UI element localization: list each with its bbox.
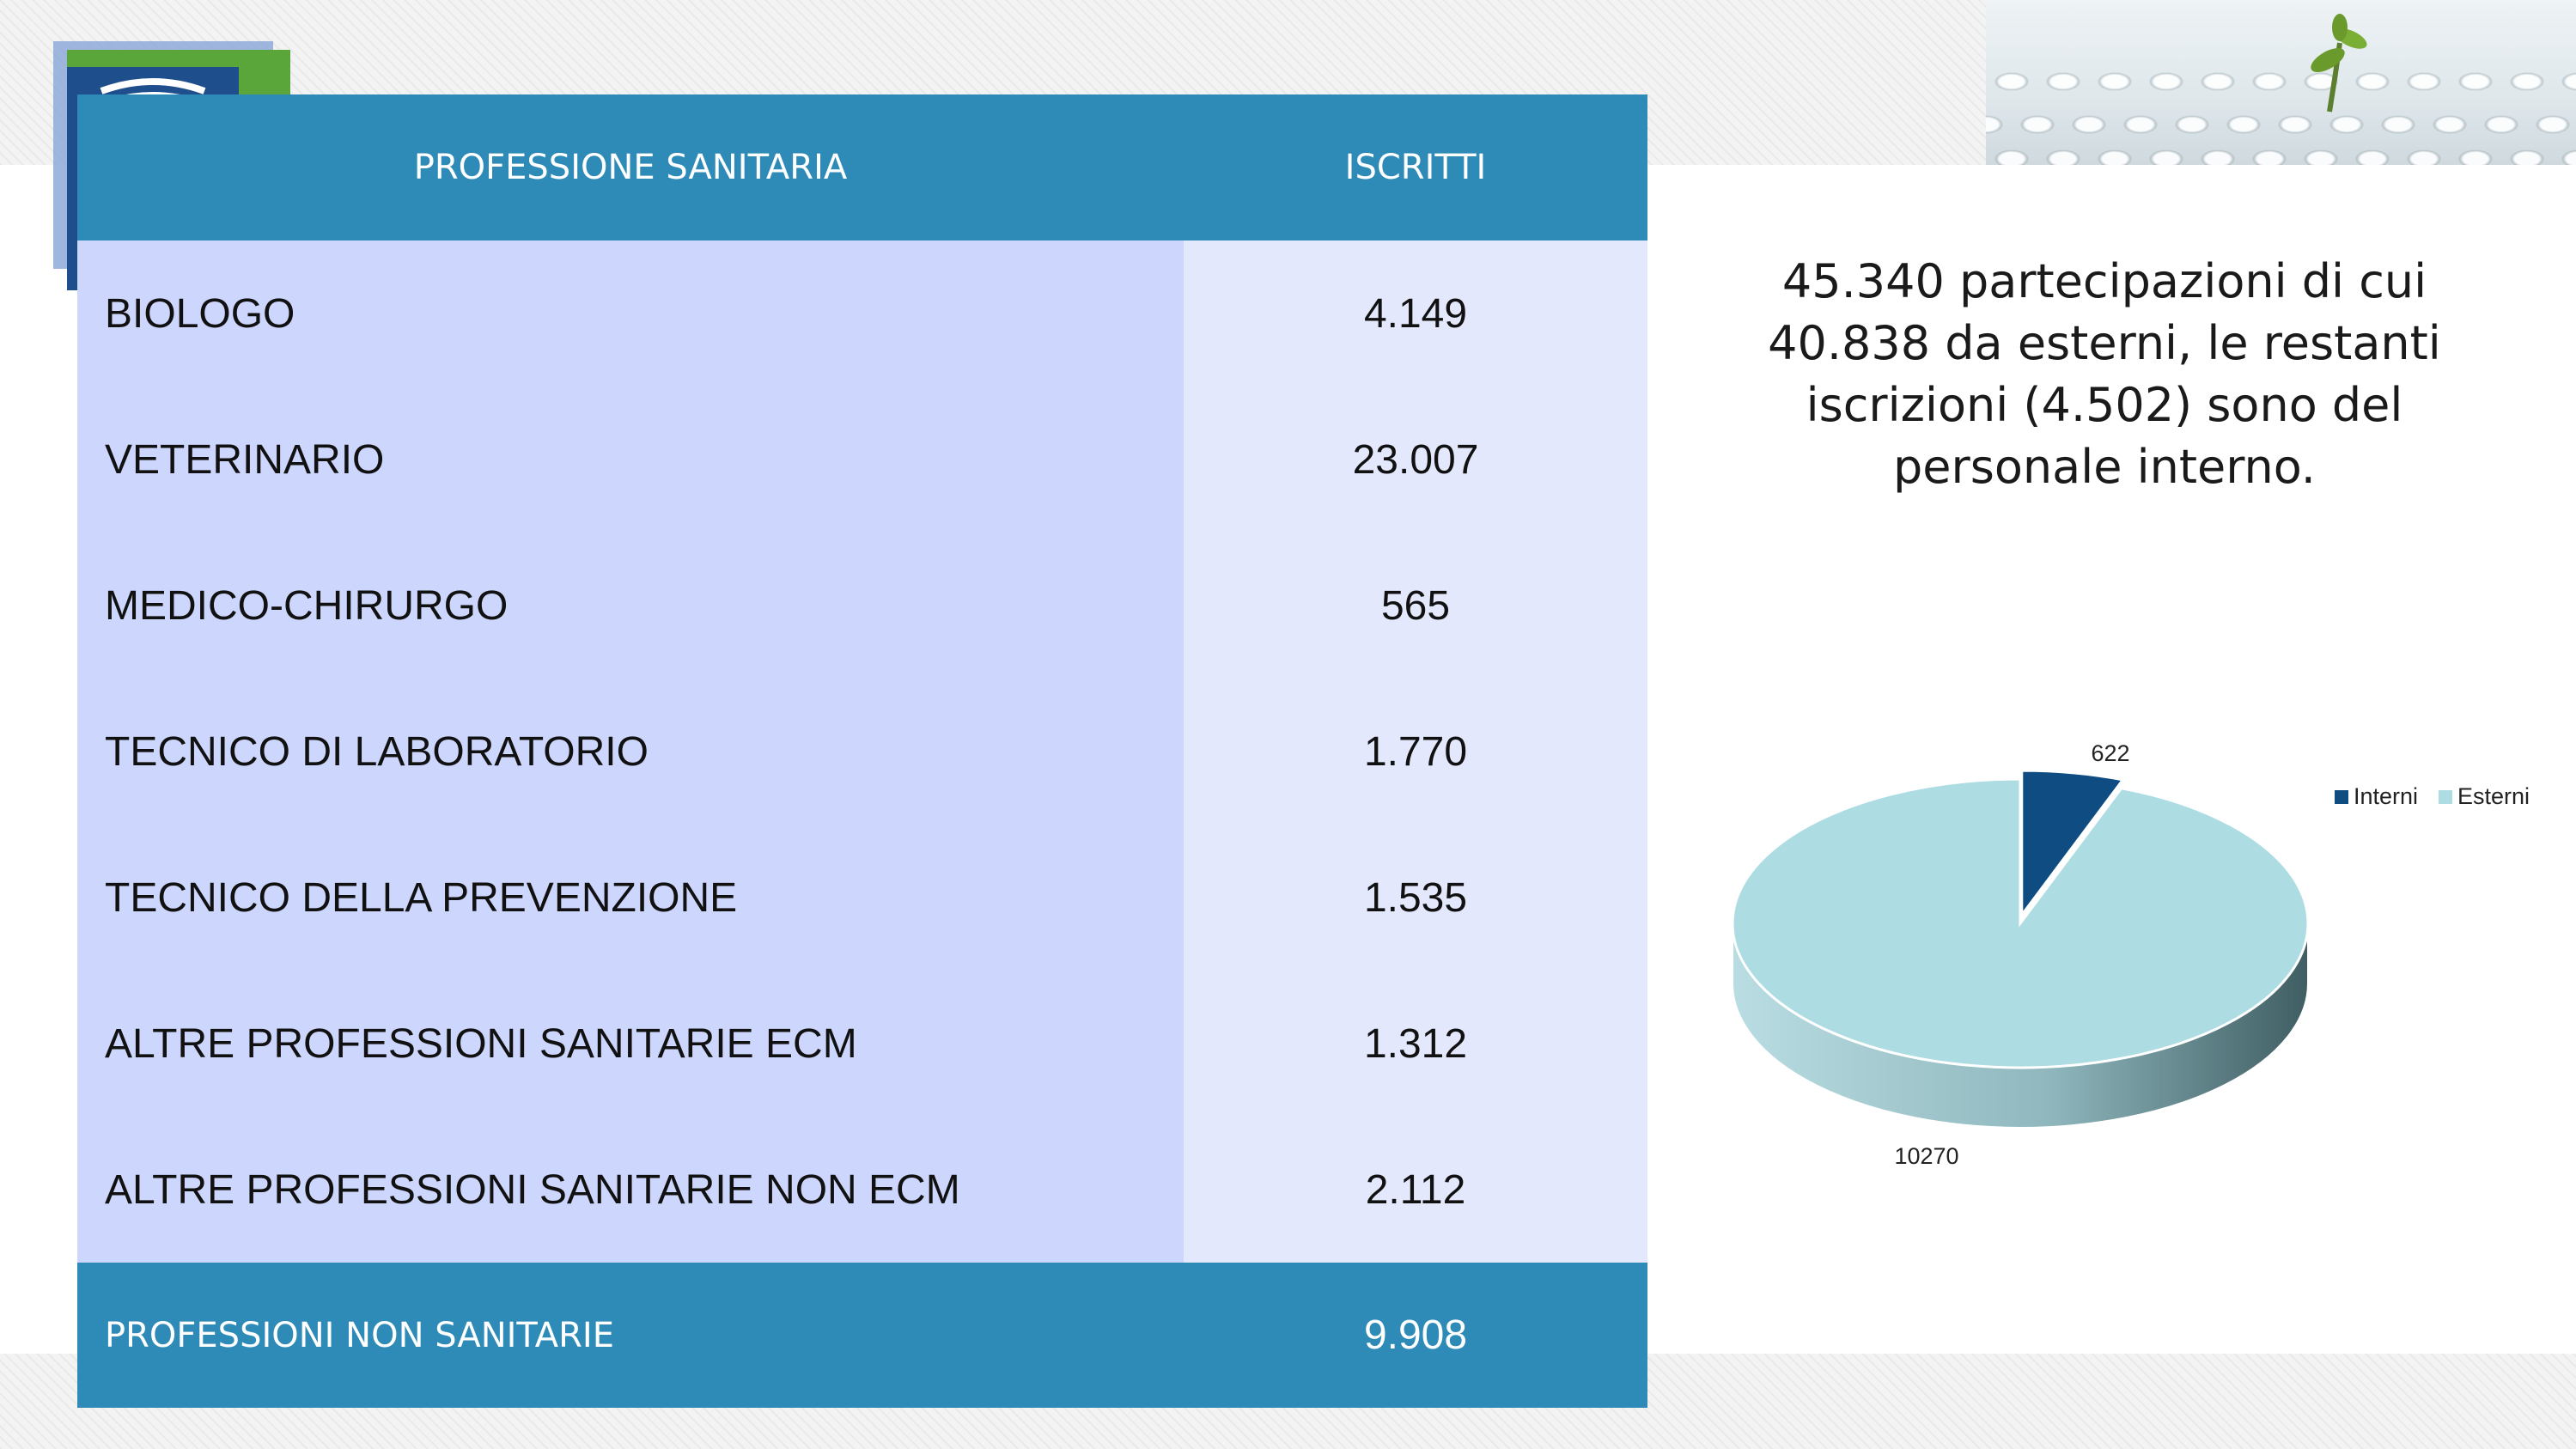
- legend-label-esterni: Esterni: [2457, 783, 2530, 809]
- table-row: BIOLOGO 4.149: [77, 240, 1647, 387]
- legend-label-interni: Interni: [2354, 783, 2418, 809]
- profession-cell: TECNICO DI LABORATORIO: [77, 679, 1184, 825]
- profession-cell: ALTRE PROFESSIONI SANITARIE NON ECM: [77, 1117, 1184, 1263]
- summary-line: 40.838 da esterni, le restanti: [1768, 316, 2441, 370]
- summary-line: personale interno.: [1893, 440, 2316, 494]
- enrolled-cell: 1.535: [1184, 825, 1647, 971]
- enrolled-cell: 1.770: [1184, 679, 1647, 825]
- legend-swatch-interni: [2335, 790, 2348, 804]
- table-header-row: PROFESSIONE SANITARIA ISCRITTI: [77, 94, 1647, 240]
- table-row: ALTRE PROFESSIONI SANITARIE NON ECM 2.11…: [77, 1117, 1647, 1263]
- legend-swatch-esterni: [2439, 790, 2452, 804]
- profession-cell: BIOLOGO: [77, 240, 1184, 387]
- profession-cell: ALTRE PROFESSIONI SANITARIE ECM: [77, 971, 1184, 1117]
- enrolled-column-header: ISCRITTI: [1184, 94, 1647, 240]
- pie-plot-area: [1731, 769, 2310, 1129]
- pie-slice-interni: [2020, 769, 2126, 919]
- summary-text: 45.340 partecipazioni di cui 40.838 da e…: [1726, 251, 2482, 498]
- header-photo: [1986, 0, 2576, 165]
- non-health-profession-cell: PROFESSIONI NON SANITARIE: [77, 1263, 1184, 1408]
- profession-cell: TECNICO DELLA PREVENZIONE: [77, 825, 1184, 971]
- professions-table: PROFESSIONE SANITARIA ISCRITTI BIOLOGO 4…: [77, 94, 1647, 1408]
- enrolled-cell: 23.007: [1184, 387, 1647, 533]
- summary-line: iscrizioni (4.502) sono del: [1806, 378, 2403, 432]
- enrolled-cell: 4.149: [1184, 240, 1647, 387]
- sprout-image: [2311, 14, 2367, 113]
- enrolled-cell: 565: [1184, 533, 1647, 679]
- profession-cell: MEDICO-CHIRURGO: [77, 533, 1184, 679]
- data-label-interni: 622: [2091, 740, 2129, 766]
- table-row: TECNICO DI LABORATORIO 1.770: [77, 679, 1647, 825]
- table-row: VETERINARIO 23.007: [77, 387, 1647, 533]
- table-row: TECNICO DELLA PREVENZIONE 1.535: [77, 825, 1647, 971]
- pie-legend: Interni Esterni: [2335, 783, 2530, 809]
- table-row: MEDICO-CHIRURGO 565: [77, 533, 1647, 679]
- enrolled-cell: 1.312: [1184, 971, 1647, 1117]
- profession-column-header: PROFESSIONE SANITARIA: [77, 94, 1184, 240]
- profession-cell: VETERINARIO: [77, 387, 1184, 533]
- non-health-enrolled-cell: 9.908: [1184, 1263, 1647, 1408]
- table-row: ALTRE PROFESSIONI SANITARIE ECM 1.312: [77, 971, 1647, 1117]
- summary-line: 45.340 partecipazioni di cui: [1781, 254, 2427, 308]
- enrolled-cell: 2.112: [1184, 1117, 1647, 1263]
- table-footer-row: PROFESSIONI NON SANITARIE 9.908: [77, 1263, 1647, 1408]
- participation-pie-chart: Interni Esterni 622 10270: [1731, 740, 2530, 1169]
- pie-slice-esterni: [1731, 777, 2310, 1069]
- data-label-esterni: 10270: [1894, 1143, 1958, 1169]
